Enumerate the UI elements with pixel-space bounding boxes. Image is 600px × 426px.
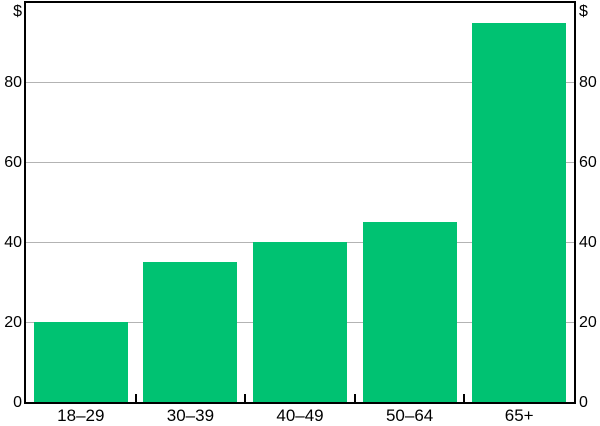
x-category-label-18–29: 18–29: [57, 406, 105, 425]
y-tick-label-right-60: 60: [579, 154, 597, 172]
x-category-label-30–39: 30–39: [166, 406, 215, 425]
x-category-label-65+: 65+: [504, 406, 534, 425]
x-axis-tick: [353, 394, 356, 402]
plot-area: [24, 1, 576, 404]
bar-40–49: [253, 242, 347, 402]
y-axis-unit-left: $: [13, 3, 22, 20]
bar-18–29: [33, 322, 128, 402]
x-axis-tick: [463, 394, 466, 402]
x-axis-tick: [244, 394, 247, 402]
bar-30–39: [143, 262, 238, 402]
y-tick-label-left-80: 80: [4, 74, 22, 92]
y-tick-label-left-60: 60: [4, 154, 22, 172]
x-category-label-50–64: 50–64: [385, 406, 434, 425]
y-tick-label-left-40: 40: [4, 233, 22, 251]
y-axis-unit-right: $: [579, 3, 588, 20]
gridline-60: [26, 162, 574, 164]
y-tick-label-right-20: 20: [579, 313, 597, 331]
y-tick-label-left-20: 20: [4, 313, 22, 331]
y-tick-label-right-80: 80: [579, 74, 597, 92]
x-axis-tick: [134, 394, 137, 402]
bar-65+: [472, 22, 567, 402]
bar-50–64: [362, 222, 457, 402]
gridline-80: [26, 82, 574, 84]
y-tick-label-left-0: 0: [13, 393, 22, 411]
x-category-label-40–49: 40–49: [276, 406, 324, 425]
y-tick-label-right-0: 0: [579, 393, 588, 411]
y-tick-label-right-40: 40: [579, 233, 597, 251]
